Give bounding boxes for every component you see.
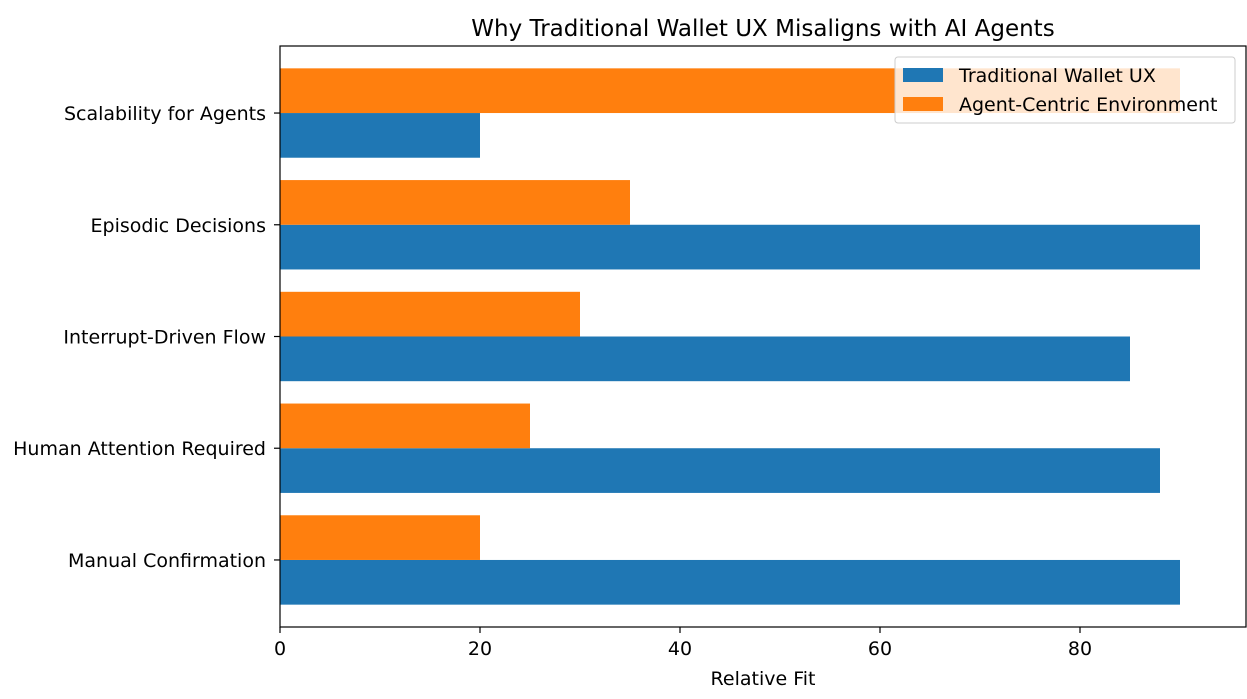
plot-frame [279, 45, 1247, 628]
y-tick-label: Episodic Decisions [91, 215, 266, 237]
bar-traditional-2 [280, 336, 1130, 382]
bar-traditional-1 [280, 448, 1160, 493]
x-tick-label: 20 [468, 638, 492, 660]
x-tick-label: 40 [668, 638, 692, 660]
x-ticks: 0 20 40 60 80 [274, 627, 1092, 660]
bar-traditional-0 [280, 559, 1180, 605]
legend: Traditional Wallet UX Agent-Centric Envi… [894, 56, 1236, 124]
y-tick-label: Human Attention Required [13, 438, 266, 460]
bar-agent-centric-3 [280, 180, 630, 225]
legend-label-agent-centric: Agent-Centric Environment [959, 94, 1217, 116]
legend-label-traditional: Traditional Wallet UX [958, 65, 1156, 87]
bar-agent-centric-0 [280, 515, 480, 560]
x-tick-label: 0 [274, 638, 286, 660]
bar-agent-centric-1 [280, 403, 530, 449]
x-tick-label: 60 [868, 638, 892, 660]
bar-traditional-4 [280, 113, 480, 158]
y-tick-label: Scalability for Agents [64, 103, 266, 125]
chart-title: Why Traditional Wallet UX Misaligns with… [471, 16, 1054, 42]
x-tick-label: 80 [1068, 638, 1092, 660]
bars-group [280, 68, 1200, 605]
y-tick-label: Manual Confirmation [68, 550, 266, 572]
legend-swatch-agent-centric [903, 97, 943, 111]
x-axis-title: Relative Fit [711, 668, 816, 690]
bar-traditional-3 [280, 224, 1200, 270]
y-tick-labels: Manual Confirmation Human Attention Requi… [13, 103, 280, 572]
y-tick-label: Interrupt-Driven Flow [63, 327, 266, 349]
legend-swatch-traditional [903, 68, 943, 82]
bar-agent-centric-2 [280, 291, 580, 337]
legend-frame [894, 56, 1236, 124]
